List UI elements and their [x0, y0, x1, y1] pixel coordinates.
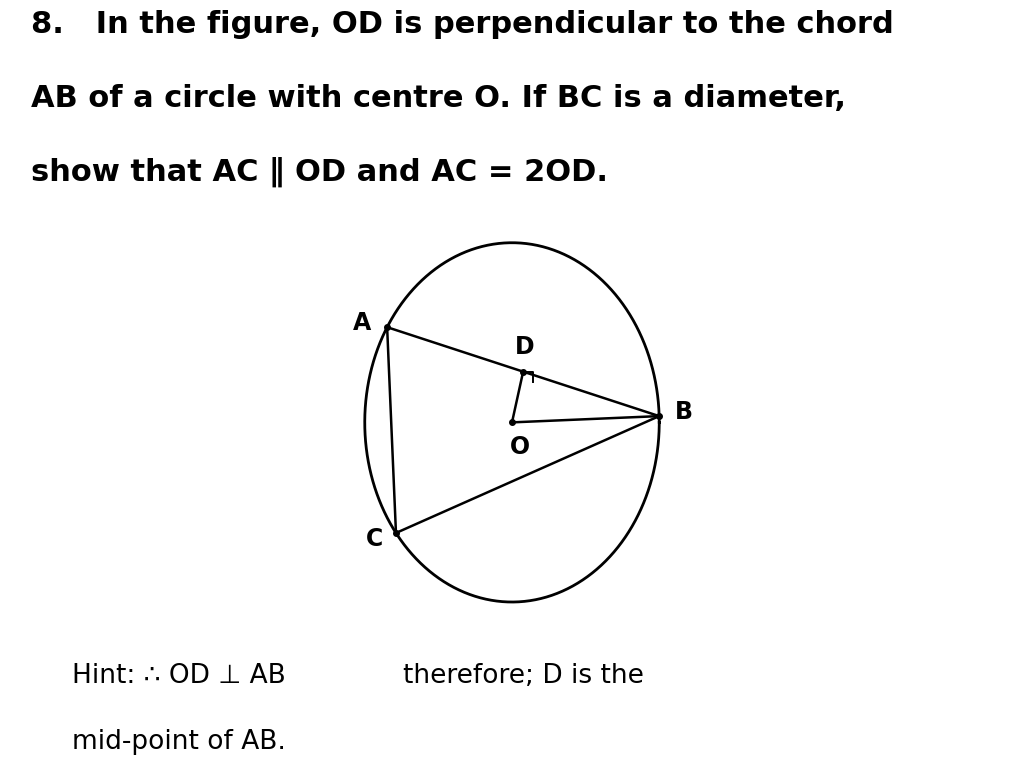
Text: show that AC ∥ OD and AC = 2OD.: show that AC ∥ OD and AC = 2OD.: [31, 157, 607, 188]
Text: A: A: [353, 312, 372, 336]
Text: AB of a circle with centre O. If BC is a diameter,: AB of a circle with centre O. If BC is a…: [31, 84, 846, 112]
Text: C: C: [367, 527, 384, 551]
Text: 8.   In the figure, OD is perpendicular to the chord: 8. In the figure, OD is perpendicular to…: [31, 10, 894, 40]
Text: O: O: [510, 436, 529, 460]
Text: mid-point of AB.: mid-point of AB.: [72, 728, 286, 755]
Text: B: B: [675, 400, 693, 424]
Text: D: D: [515, 335, 535, 359]
Text: Hint: ∴ OD ⊥ AB              therefore; D is the: Hint: ∴ OD ⊥ AB therefore; D is the: [72, 663, 643, 689]
